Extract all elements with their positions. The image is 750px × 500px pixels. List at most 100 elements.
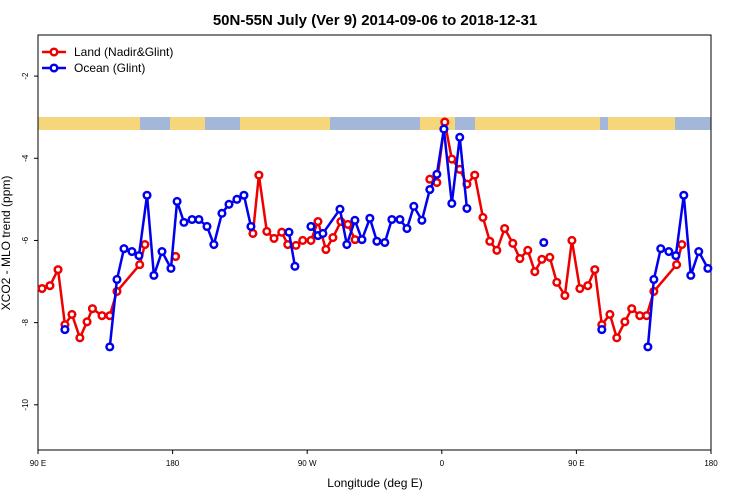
x-axis-label: Longitude (deg E) — [327, 476, 422, 490]
ocean-strip — [140, 117, 170, 130]
data-point — [60, 325, 70, 335]
data-point — [417, 215, 427, 225]
data-point — [119, 244, 129, 254]
data-point — [686, 270, 696, 280]
data-point — [290, 261, 300, 271]
data-point — [620, 317, 630, 327]
data-point — [105, 342, 115, 352]
data-point — [530, 267, 540, 277]
data-point — [560, 290, 570, 301]
data-point — [284, 227, 294, 237]
data-point — [567, 235, 577, 245]
data-point — [395, 214, 405, 225]
data-point — [298, 235, 308, 245]
data-point — [75, 333, 85, 343]
data-point — [239, 190, 249, 200]
data-point — [478, 212, 488, 222]
chart-title: 50N-55N July (Ver 9) 2014-09-06 to 2018-… — [213, 12, 537, 29]
data-point — [179, 217, 189, 227]
data-point — [342, 240, 352, 250]
x-tick-label: 180 — [704, 459, 718, 468]
data-point — [425, 174, 435, 184]
data-point — [447, 198, 457, 209]
data-point — [462, 203, 472, 213]
data-point — [140, 240, 150, 250]
data-point — [306, 221, 316, 232]
legend-marker — [49, 63, 59, 73]
data-point — [248, 228, 258, 239]
ocean-strip — [455, 117, 475, 130]
data-point — [508, 238, 518, 248]
data-point — [45, 281, 55, 291]
data-point — [321, 244, 331, 255]
data-point — [97, 311, 107, 321]
data-point — [269, 233, 279, 243]
x-tick-label: 90 E — [568, 459, 584, 468]
data-point — [679, 190, 689, 200]
data-point — [318, 228, 328, 239]
legend-label: Land (Nadir&Glint) — [74, 45, 173, 59]
data-point — [605, 309, 615, 319]
ocean-strip — [330, 117, 420, 130]
data-point — [672, 260, 682, 270]
data-point — [440, 117, 450, 127]
data-point — [194, 214, 204, 225]
legend-label: Ocean (Glint) — [74, 61, 145, 75]
data-point — [677, 240, 687, 250]
data-point — [127, 246, 137, 257]
y-tick-label: -8 — [21, 319, 30, 327]
data-point — [187, 214, 197, 225]
y-tick-label: -4 — [21, 154, 30, 162]
data-point — [649, 274, 659, 285]
data-point — [387, 214, 397, 225]
data-point — [149, 270, 159, 280]
data-point — [552, 277, 562, 287]
data-point — [291, 240, 301, 250]
data-point — [583, 281, 593, 291]
ocean-strip — [675, 117, 711, 130]
data-point — [357, 235, 367, 245]
data-point — [545, 252, 555, 262]
data-point — [500, 223, 510, 234]
data-point — [67, 309, 77, 319]
data-point — [224, 199, 234, 209]
x-tick-label: 180 — [166, 459, 180, 468]
data-point — [365, 213, 375, 223]
data-point — [166, 263, 176, 273]
data-point — [425, 184, 435, 195]
data-point — [134, 251, 144, 261]
ocean-strip — [205, 117, 240, 130]
data-point — [87, 304, 97, 314]
data-point — [671, 251, 681, 261]
data-point — [485, 236, 495, 246]
y-tick-label: -2 — [21, 72, 30, 80]
data-point — [142, 190, 152, 200]
data-point — [703, 263, 713, 273]
data-point — [350, 215, 360, 225]
data-point — [664, 246, 674, 257]
data-point — [37, 283, 47, 294]
data-point — [627, 304, 637, 314]
data-point — [694, 246, 704, 257]
data-point — [82, 317, 92, 327]
data-point — [135, 260, 145, 270]
data-point — [409, 201, 419, 211]
data-point — [523, 245, 533, 255]
data-point — [157, 246, 167, 257]
data-point — [635, 311, 645, 321]
data-point — [402, 223, 412, 234]
y-tick-label: -6 — [21, 236, 30, 244]
data-point — [575, 283, 585, 294]
y-tick-label: -10 — [21, 398, 30, 410]
y-axis-label: XCO2 - MLO trend (ppm) — [0, 176, 13, 311]
plot-frame — [37, 34, 712, 451]
data-point — [432, 169, 442, 179]
ocean-strip — [600, 117, 608, 130]
data-point — [209, 240, 219, 250]
x-tick-label: 90 E — [30, 459, 46, 468]
data-point — [277, 227, 287, 237]
data-point — [492, 245, 502, 255]
